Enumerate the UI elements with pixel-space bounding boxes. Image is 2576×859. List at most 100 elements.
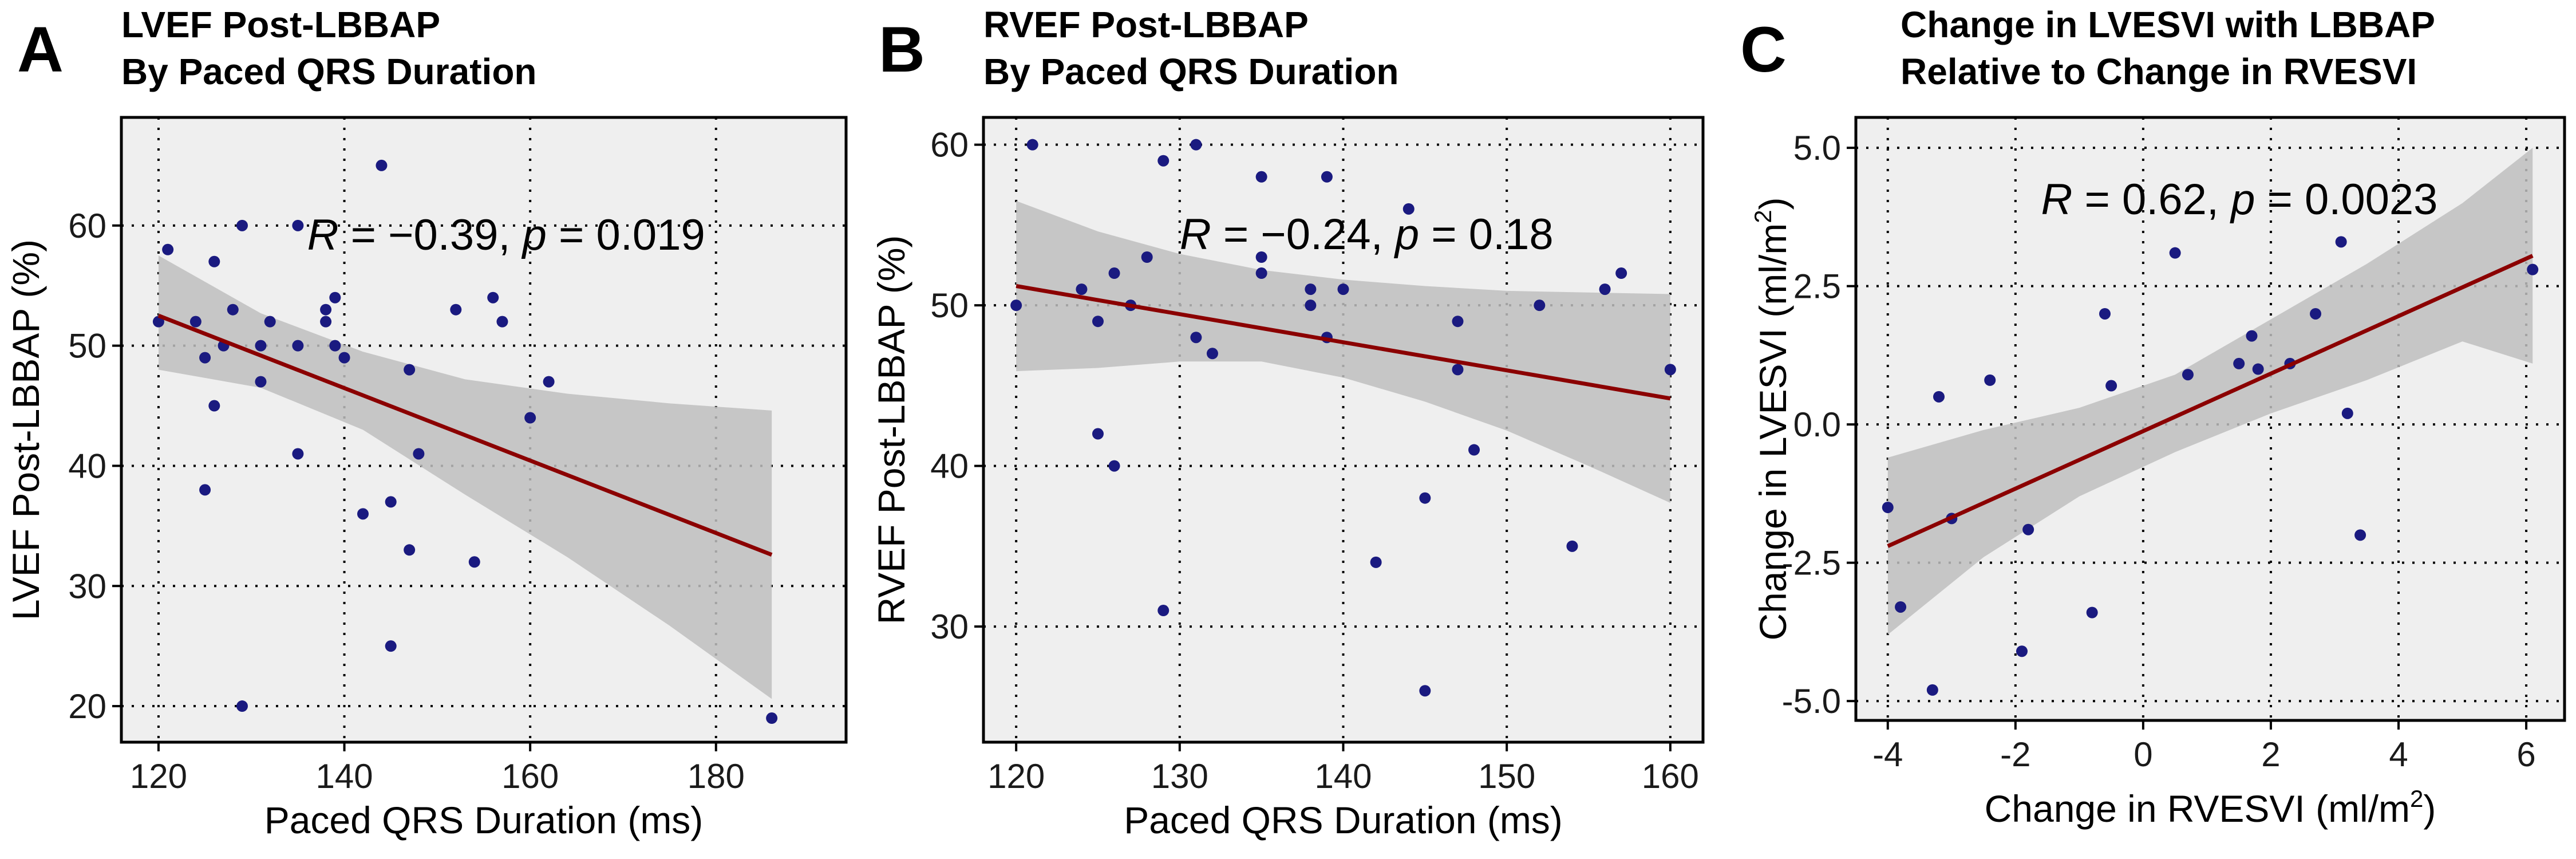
data-point <box>385 496 397 508</box>
plot-frame <box>1854 116 2566 722</box>
y-tick-label: 2.5 <box>1793 267 1841 306</box>
y-tick-label: -2.5 <box>1782 544 1841 582</box>
chart-title-line-2: By Paced QRS Duration <box>983 51 1399 92</box>
x-axis-label: Paced QRS Duration (ms) <box>264 799 704 841</box>
data-point <box>329 291 341 304</box>
data-point <box>1141 251 1153 263</box>
data-point <box>2527 263 2539 275</box>
annotation-p-label: p <box>2230 175 2255 224</box>
data-point <box>1933 391 1945 403</box>
y-tick-label: 60 <box>930 126 969 164</box>
data-point <box>1926 684 1938 696</box>
data-point <box>1452 364 1464 376</box>
data-point <box>2252 363 2264 375</box>
y-axis-label-text: Change in LVESVI (ml/m <box>1752 223 1794 641</box>
panel-a: A LVEF Post-LBBAP By Paced QRS Duration 120… <box>5 4 848 841</box>
x-tick-label: 160 <box>1642 757 1699 795</box>
annotation-R-value: = 0.62, <box>2072 175 2231 224</box>
data-point <box>227 304 239 316</box>
data-point <box>404 544 416 556</box>
y-tick-label: 50 <box>930 286 969 325</box>
y-tick-label: 20 <box>68 687 106 726</box>
data-point <box>1534 300 1546 312</box>
x-tick-label: -2 <box>2000 735 2030 774</box>
annotation-p-value: = 0.18 <box>1419 210 1554 259</box>
x-tick-label: 6 <box>2516 735 2535 774</box>
data-point <box>1092 428 1104 440</box>
data-point <box>199 352 211 364</box>
x-tick-label: 150 <box>1478 757 1535 795</box>
annotation-p-label: p <box>521 211 547 259</box>
annotation-R-label: R <box>1180 210 1211 259</box>
panel-b: B RVEF Post-LBBAP By Paced QRS Duration 120… <box>870 4 1705 841</box>
data-point <box>2341 407 2353 419</box>
correlation-annotation: R = −0.24, p = 0.18 <box>1180 210 1554 259</box>
data-point <box>404 364 416 376</box>
data-point <box>255 376 267 388</box>
annotation-p-value: = 0.0023 <box>2255 175 2437 224</box>
x-axis-label-text: Paced QRS Duration (ms) <box>264 799 704 841</box>
x-axis-label-end: ) <box>2423 787 2436 830</box>
data-point <box>1895 601 1907 613</box>
data-point <box>1419 685 1431 697</box>
data-point <box>766 712 778 724</box>
x-tick-label: 120 <box>987 757 1045 795</box>
data-point <box>1305 283 1317 295</box>
data-point <box>1419 492 1431 504</box>
chart-title-line-2: Relative to Change in RVESVI <box>1901 51 2417 92</box>
data-point <box>1664 364 1676 376</box>
data-point <box>524 412 536 424</box>
data-point <box>1026 139 1038 151</box>
data-point <box>543 376 555 388</box>
data-point <box>189 316 202 328</box>
data-point <box>450 304 462 316</box>
y-tick-label: 50 <box>68 327 106 365</box>
data-point <box>320 316 332 328</box>
x-tick-label: 160 <box>501 757 559 795</box>
chart-title-line-2: By Paced QRS Duration <box>121 51 537 92</box>
data-point <box>1305 300 1317 312</box>
annotation-R-label: R <box>2041 175 2072 224</box>
chart-title-line-1: Change in LVESVI with LBBAP <box>1901 4 2435 45</box>
data-point <box>329 340 341 352</box>
data-point <box>2169 247 2181 259</box>
plot-frame <box>120 116 848 744</box>
x-axis-label-text: Change in RVESVI (ml/m <box>1985 787 2410 830</box>
confidence-band <box>1016 200 1670 503</box>
y-axis-label-end: ) <box>1752 197 1794 210</box>
data-point <box>1190 139 1202 151</box>
data-point <box>1615 267 1627 279</box>
data-point <box>357 508 369 520</box>
y-axis-label-text: RVEF Post-LBBAP (%) <box>870 235 912 625</box>
annotation-p-value: = 0.019 <box>547 211 705 259</box>
data-point <box>1010 300 1022 312</box>
x-tick-label: 2 <box>2261 735 2280 774</box>
data-point <box>236 700 248 712</box>
data-point <box>208 255 220 267</box>
data-point <box>162 243 174 255</box>
y-tick-label: 5.0 <box>1793 129 1841 167</box>
data-point <box>2310 308 2322 320</box>
y-axis-label: Change in LVESVI (ml/m2) <box>1749 197 1794 640</box>
panel-letter: B <box>879 14 925 85</box>
chart-title-line-1: LVEF Post-LBBAP <box>121 4 440 45</box>
data-point <box>2022 523 2034 535</box>
x-axis-label: Change in RVESVI (ml/m2) <box>1985 785 2436 830</box>
x-tick-label: 0 <box>2134 735 2152 774</box>
x-tick-label: 180 <box>688 757 745 795</box>
data-point <box>2016 645 2028 657</box>
data-point <box>1255 267 1267 279</box>
y-tick-label: 30 <box>68 567 106 605</box>
data-point <box>1157 155 1170 167</box>
y-tick-label: 40 <box>68 447 106 485</box>
annotation-p-label: p <box>1394 210 1419 259</box>
data-point <box>236 219 248 231</box>
annotation-R-value: = −0.39, <box>339 211 523 259</box>
regression-line <box>1887 254 2534 548</box>
data-point <box>487 291 499 304</box>
data-point <box>264 316 276 328</box>
correlation-annotation: R = −0.39, p = 0.019 <box>307 211 705 259</box>
data-point <box>2182 369 2194 381</box>
y-tick-label: 0.0 <box>1793 405 1841 444</box>
